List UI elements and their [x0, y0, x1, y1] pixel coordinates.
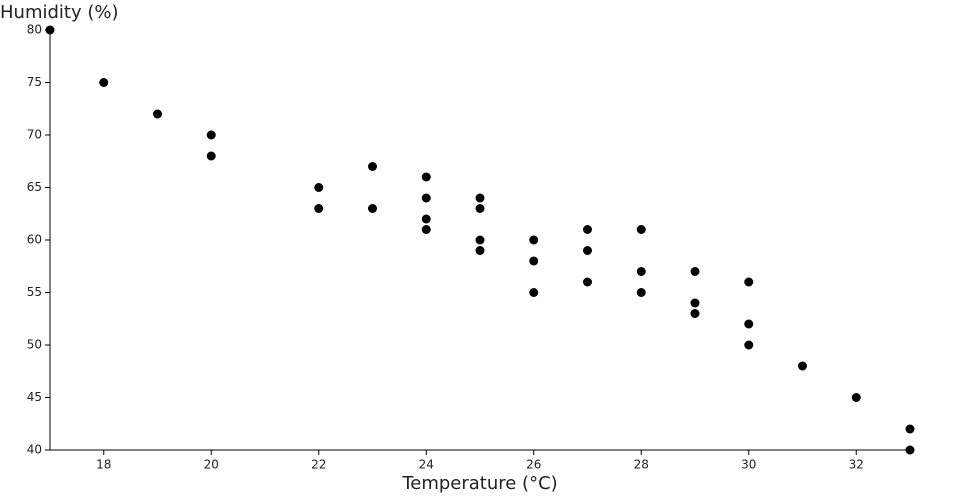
point	[583, 225, 592, 234]
y-tick-label: 40	[27, 443, 42, 457]
point	[421, 193, 431, 203]
point	[314, 204, 324, 213]
point	[529, 235, 539, 245]
x-tick-label: 30	[741, 458, 756, 472]
point	[529, 288, 539, 297]
y-tick-label: 70	[27, 128, 42, 142]
point	[475, 246, 485, 255]
point	[475, 193, 485, 203]
point	[744, 319, 754, 329]
x-tick-label: 22	[311, 458, 326, 472]
y-tick-label: 80	[27, 23, 42, 37]
y-tick-label: 50	[27, 338, 42, 352]
y-tick-label: 75	[27, 75, 42, 89]
point	[690, 267, 700, 276]
y-tick-label: 65	[27, 180, 42, 194]
point	[421, 214, 431, 224]
y-tick-label: 60	[27, 233, 42, 247]
point	[905, 445, 915, 455]
point	[421, 225, 431, 234]
y-tick-label: 55	[27, 285, 42, 299]
x-tick-label: 26	[526, 458, 541, 472]
point	[368, 162, 377, 171]
point	[99, 78, 109, 87]
point	[851, 393, 861, 402]
point	[475, 235, 485, 245]
point	[690, 309, 700, 318]
point	[905, 424, 915, 434]
point	[314, 183, 324, 192]
x-tick-label: 32	[849, 458, 864, 472]
point	[744, 277, 754, 287]
point	[45, 25, 55, 35]
point	[636, 267, 646, 276]
point	[475, 204, 485, 213]
point	[636, 288, 646, 297]
point	[583, 246, 592, 255]
y-tick-label: 45	[27, 390, 42, 404]
point	[583, 277, 592, 287]
point	[798, 361, 807, 371]
point	[529, 256, 539, 266]
point	[153, 109, 162, 119]
x-tick-label: 20	[204, 458, 219, 472]
x-tick-label: 18	[96, 458, 111, 472]
x-tick-label: 28	[634, 458, 649, 472]
point	[744, 340, 754, 350]
x-axis-title: Temperature (°C)	[401, 473, 557, 494]
point	[690, 298, 700, 308]
point	[636, 225, 646, 234]
point	[421, 172, 431, 182]
y-axis-title: Humidity (%)	[0, 2, 119, 23]
point	[368, 204, 377, 213]
x-tick-label: 24	[419, 458, 434, 472]
point	[206, 130, 216, 140]
point	[206, 151, 216, 161]
